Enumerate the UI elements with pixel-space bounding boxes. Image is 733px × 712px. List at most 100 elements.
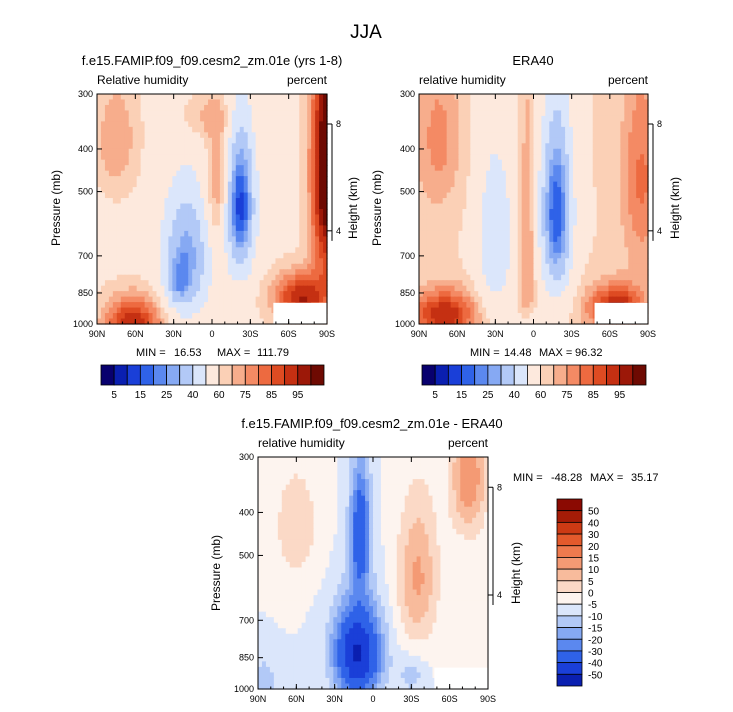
heatmap-cell: [494, 263, 499, 270]
heatmap-cell: [541, 121, 546, 128]
heatmap-cell: [600, 203, 606, 210]
heatmap-cell: [624, 285, 629, 292]
heatmap-cell: [315, 291, 320, 298]
heatmap-cell: [247, 296, 253, 303]
heatmap-cell: [557, 296, 562, 303]
heatmap-cell: [490, 209, 495, 216]
heatmap-cell: [223, 176, 229, 183]
heatmap-cell: [616, 241, 621, 248]
heatmap-cell: [291, 94, 296, 101]
heatmap-cell: [231, 126, 237, 133]
heatmap-cell: [208, 104, 213, 112]
heatmap-cell: [271, 176, 277, 183]
heatmap-cell: [644, 104, 649, 112]
heatmap-cell: [628, 126, 633, 133]
heatmap-cell: [576, 121, 582, 128]
heatmap-cell: [521, 192, 527, 199]
heatmap-cell: [97, 296, 102, 303]
heatmap-cell: [263, 302, 269, 309]
heatmap-cell: [426, 203, 432, 210]
heatmap-cell: [624, 203, 629, 210]
heatmap-cell: [466, 170, 471, 177]
heatmap-cell: [600, 258, 606, 265]
heatmap-cell: [299, 252, 304, 259]
heatmap-cell: [466, 137, 471, 144]
heatmap-cell: [553, 313, 558, 320]
heatmap-cell: [580, 154, 586, 161]
heatmap-cell: [509, 192, 515, 199]
heatmap-cell: [529, 110, 535, 117]
heatmap-cell: [219, 126, 225, 133]
heatmap-cell: [275, 209, 281, 216]
heatmap-cell: [430, 137, 436, 144]
heatmap-cell: [176, 110, 181, 117]
heatmap-cell: [323, 176, 328, 183]
heatmap-cell: [430, 170, 436, 177]
heatmap-cell: [419, 307, 424, 314]
heatmap-cell: [208, 181, 213, 188]
heatmap-cell: [624, 126, 629, 133]
heatmap-cell: [628, 159, 633, 166]
heatmap-cell: [640, 181, 645, 188]
heatmap-cell: [116, 225, 122, 232]
heatmap-cell: [100, 263, 106, 270]
heatmap-cell: [287, 143, 292, 150]
heatmap-cell: [267, 99, 273, 106]
heatmap-cell: [434, 225, 440, 232]
heatmap-cell: [616, 143, 621, 150]
heatmap-cell: [168, 274, 173, 281]
heatmap-cell: [97, 307, 102, 314]
heatmap-cell: [462, 296, 467, 303]
heatmap-cell: [561, 214, 566, 221]
heatmap-cell: [176, 219, 181, 227]
heatmap-cell: [494, 187, 499, 194]
heatmap-cell: [116, 296, 122, 303]
heatmap-cell: [419, 209, 424, 216]
heatmap-cell: [239, 165, 245, 172]
heatmap-cell: [323, 148, 328, 155]
heatmap-cell: [501, 258, 507, 265]
heatmap-cell: [132, 209, 138, 216]
heatmap-cell: [180, 187, 185, 194]
heatmap-cell: [533, 137, 539, 144]
heatmap-cell: [553, 236, 558, 243]
heatmap-cell: [208, 126, 213, 133]
heatmap-cell: [470, 230, 475, 237]
heatmap-cell: [561, 313, 566, 320]
heatmap-cell: [176, 143, 181, 150]
heatmap-cell: [549, 154, 554, 161]
heatmap-cell: [608, 274, 614, 281]
heatmap-cell: [204, 247, 209, 254]
heatmap-cell: [533, 230, 539, 237]
heatmap-cell: [267, 132, 273, 139]
heatmap-cell: [446, 110, 452, 117]
heatmap-cell: [497, 198, 503, 205]
heatmap-cell: [271, 247, 277, 254]
heatmap-cell: [426, 219, 432, 227]
heatmap-cell: [588, 219, 594, 227]
panel-era40-left-label: relative humidity: [419, 73, 506, 87]
heatmap-cell: [509, 313, 515, 320]
heatmap-cell: [144, 280, 150, 287]
heatmap-cell: [267, 121, 273, 128]
heatmap-cell: [180, 219, 185, 227]
heatmap-cell: [545, 176, 550, 183]
heatmap-cell: [588, 94, 594, 101]
heatmap-cell: [223, 159, 229, 166]
heatmap-cell: [632, 99, 637, 106]
heatmap-cell: [279, 170, 284, 177]
heatmap-cell: [176, 230, 181, 237]
heatmap-cell: [624, 110, 629, 117]
heatmap-cell: [311, 170, 316, 177]
heatmap-cell: [255, 126, 261, 133]
heatmap-cell: [442, 126, 448, 133]
heatmap-cell: [196, 252, 201, 259]
heatmap-cell: [537, 258, 542, 265]
heatmap-cell: [212, 269, 217, 276]
heatmap-cell: [592, 159, 598, 166]
heatmap-cell: [164, 104, 169, 112]
heatmap-cell: [628, 247, 633, 254]
heatmap-cell: [446, 214, 452, 221]
heatmap-cell: [223, 154, 229, 161]
heatmap-cell: [549, 225, 554, 232]
